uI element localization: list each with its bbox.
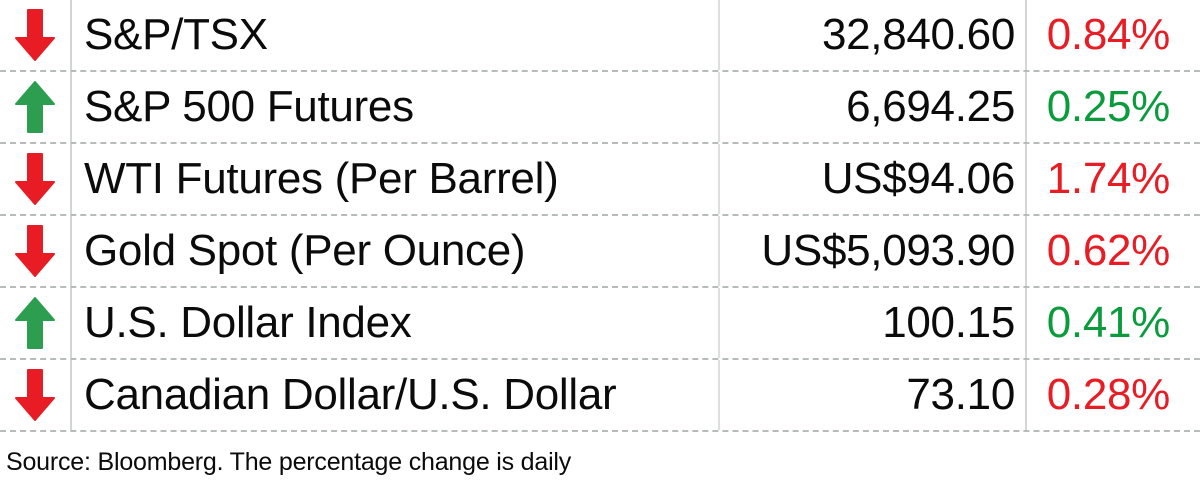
table-row: S&P/TSX 32,840.60 0.84% — [0, 0, 1200, 72]
instrument-change: 0.41% — [1046, 298, 1171, 347]
down-arrow-icon — [15, 225, 55, 277]
table-row: Canadian Dollar/U.S. Dollar 73.10 0.28% — [0, 360, 1200, 432]
instrument-change: 0.62% — [1046, 226, 1171, 275]
instrument-change: 1.74% — [1046, 154, 1171, 203]
table-row: S&P 500 Futures 6,694.25 0.25% — [0, 72, 1200, 144]
instrument-name: Gold Spot (Per Ounce) — [72, 216, 720, 286]
source-note: Source: Bloomberg. The percentage change… — [6, 448, 572, 476]
direction-cell — [0, 288, 72, 358]
instrument-name: WTI Futures (Per Barrel) — [72, 144, 720, 214]
market-summary-table: S&P/TSX 32,840.60 0.84% S&P 500 Futures … — [0, 0, 1200, 432]
instrument-change: 0.28% — [1046, 370, 1171, 419]
up-arrow-icon — [15, 297, 55, 349]
instrument-value: US$5,093.90 — [720, 216, 1027, 286]
table-row: Gold Spot (Per Ounce) US$5,093.90 0.62% — [0, 216, 1200, 288]
instrument-value: 6,694.25 — [720, 72, 1027, 142]
down-arrow-icon — [15, 369, 55, 421]
instrument-value: US$94.06 — [720, 144, 1027, 214]
instrument-change: 0.25% — [1046, 82, 1171, 131]
direction-cell — [0, 144, 72, 214]
instrument-name: U.S. Dollar Index — [72, 288, 720, 358]
instrument-name: Canadian Dollar/U.S. Dollar — [72, 360, 720, 430]
table-row: U.S. Dollar Index 100.15 0.41% — [0, 288, 1200, 360]
direction-cell — [0, 72, 72, 142]
down-arrow-icon — [15, 153, 55, 205]
instrument-value: 32,840.60 — [720, 0, 1027, 70]
direction-cell — [0, 360, 72, 430]
table-row: WTI Futures (Per Barrel) US$94.06 1.74% — [0, 144, 1200, 216]
instrument-change: 0.84% — [1046, 10, 1171, 59]
direction-cell — [0, 0, 72, 70]
instrument-value: 73.10 — [720, 360, 1027, 430]
instrument-value: 100.15 — [720, 288, 1027, 358]
direction-cell — [0, 216, 72, 286]
instrument-name: S&P/TSX — [72, 0, 720, 70]
instrument-name: S&P 500 Futures — [72, 72, 720, 142]
down-arrow-icon — [15, 9, 55, 61]
up-arrow-icon — [15, 81, 55, 133]
